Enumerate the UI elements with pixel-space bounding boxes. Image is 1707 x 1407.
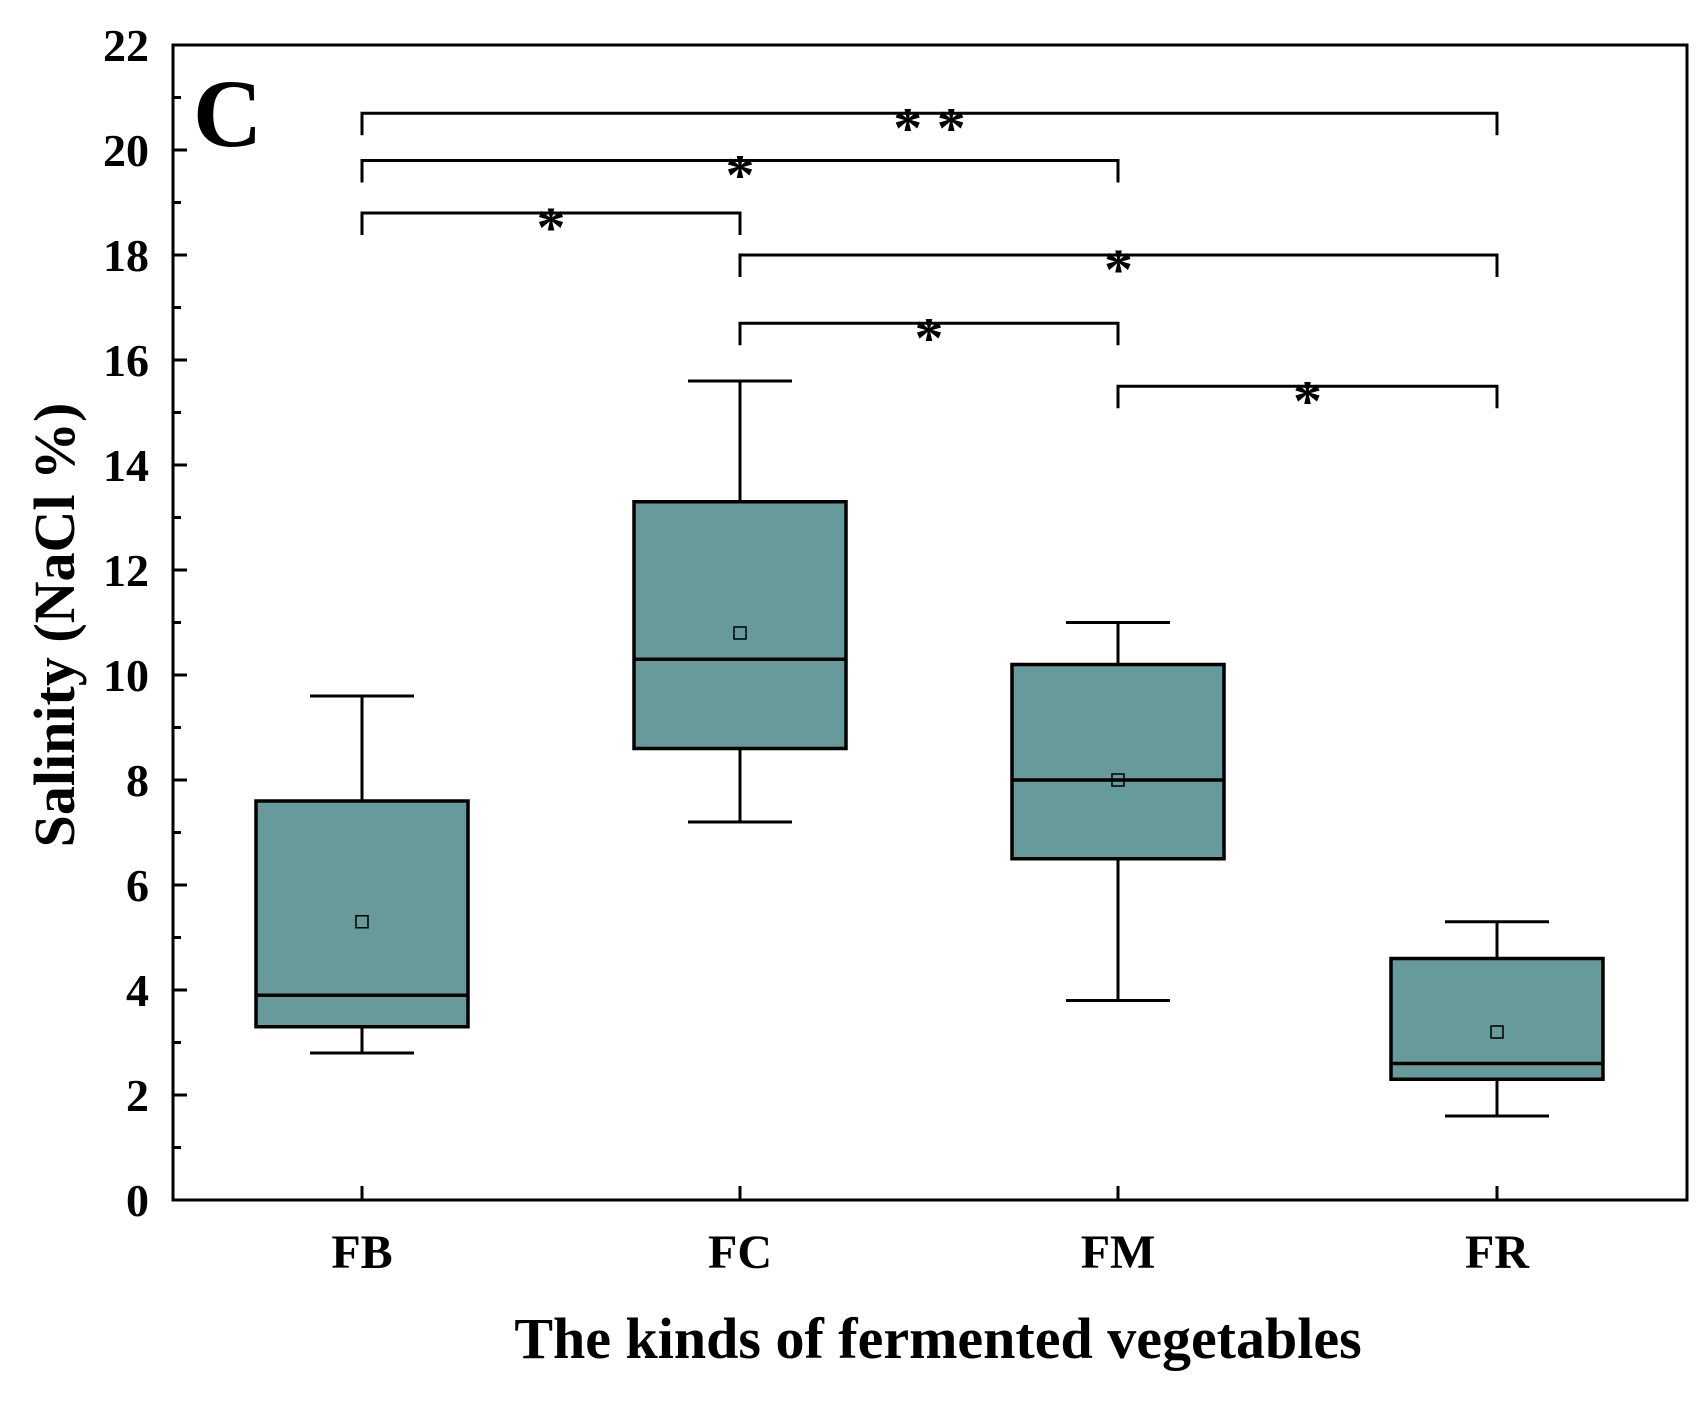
significance-layer: * * * * * * * [360, 95, 1499, 433]
iqr-box [632, 500, 848, 751]
y-tick-label: 18 [103, 230, 149, 281]
box-group-fc [632, 379, 848, 824]
y-tick-label: 6 [126, 860, 149, 911]
mean-marker [355, 915, 369, 929]
box-group-fb [254, 694, 470, 1055]
significance-label: * [915, 305, 944, 370]
significance-bracket: * [1116, 368, 1499, 433]
box-group-fm [1010, 621, 1226, 1002]
bracket-line [360, 159, 1120, 183]
significance-label: * [537, 195, 566, 260]
significance-bracket: * [360, 143, 1120, 208]
panel-label: C [193, 60, 262, 167]
iqr-box [1389, 956, 1605, 1081]
y-tick-label: 4 [126, 965, 149, 1016]
y-tick-label: 2 [126, 1070, 149, 1121]
bracket-line [360, 111, 1499, 136]
x-tick-label: FR [1465, 1226, 1530, 1279]
y-tick-label: 20 [103, 125, 149, 176]
x-tick-label: FB [331, 1226, 392, 1279]
significance-bracket: * [738, 305, 1120, 370]
box-group-fr [1389, 920, 1605, 1118]
significance-bracket: * [360, 195, 742, 260]
significance-label: * [1104, 237, 1133, 302]
y-axis-title: Salinity (NaCl %) [22, 403, 87, 848]
x-axis: FB FC FM FR [331, 1186, 1530, 1279]
mean-marker [1490, 1025, 1504, 1039]
y-tick-label: 0 [126, 1175, 149, 1226]
y-tick-label: 12 [103, 545, 149, 596]
bracket-line [738, 321, 1120, 346]
x-tick-label: FC [708, 1226, 772, 1279]
x-tick-label: FM [1081, 1226, 1156, 1279]
iqr-box [1010, 662, 1226, 861]
x-axis-title: The kinds of fermented vegetables [514, 1306, 1361, 1371]
y-tick-label: 14 [103, 440, 149, 491]
y-tick-label: 22 [103, 20, 149, 71]
significance-bracket: * * [360, 95, 1499, 160]
iqr-box [254, 799, 470, 1029]
significance-label: * * [893, 95, 966, 160]
y-tick-label: 16 [103, 335, 149, 386]
y-tick-label: 10 [103, 650, 149, 701]
y-tick-label: 8 [126, 755, 149, 806]
y-axis: 0 2 4 6 8 10 12 14 16 18 20 22 [103, 20, 187, 1226]
bracket-line [360, 211, 742, 235]
significance-label: * [726, 143, 755, 208]
significance-bracket: * [738, 237, 1499, 302]
boxes-layer [254, 379, 1605, 1118]
mean-marker [1111, 773, 1125, 787]
significance-label: * [1293, 368, 1322, 433]
bracket-line [1116, 384, 1499, 409]
bracket-line [738, 253, 1499, 277]
mean-marker [733, 626, 747, 640]
